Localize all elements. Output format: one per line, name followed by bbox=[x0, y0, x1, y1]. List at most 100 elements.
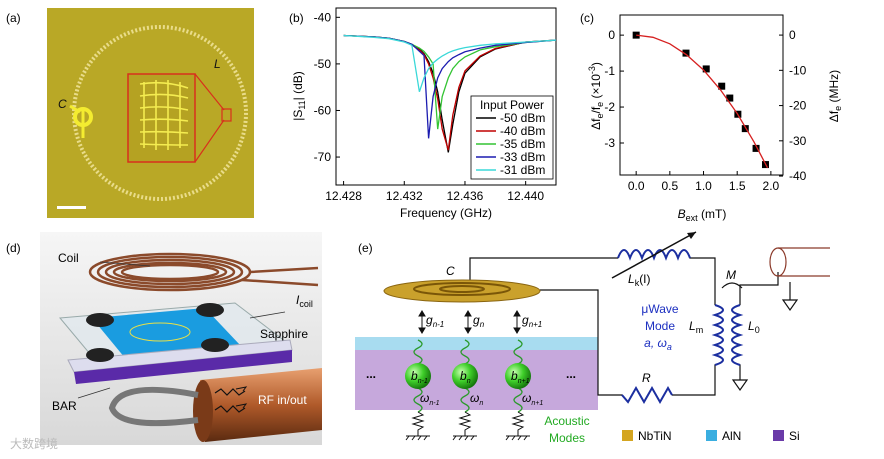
coupling-label-part: g bbox=[522, 313, 529, 327]
capacitor-label: C bbox=[58, 97, 67, 111]
panel-label: (e) bbox=[358, 241, 373, 255]
y2-axis-label-part: Δf bbox=[827, 110, 841, 122]
resistor-label: R bbox=[642, 371, 651, 385]
watermark: 大数跨境 bbox=[10, 436, 58, 451]
mode-label: a, ωa bbox=[644, 336, 672, 352]
frequency-label: ωn-1 bbox=[420, 391, 440, 407]
coupling-label-part: n bbox=[480, 320, 485, 329]
frequency-label-part: n+1 bbox=[531, 400, 543, 407]
frequency-label-part: n bbox=[479, 400, 483, 407]
lm-label-part: m bbox=[696, 325, 704, 335]
panel-label: (a) bbox=[6, 11, 21, 25]
coupling-label: gn-1 bbox=[426, 313, 444, 329]
current-label: Icoil bbox=[296, 293, 313, 309]
panel-label: (d) bbox=[6, 241, 21, 255]
phonon-label-part: n+1 bbox=[518, 378, 530, 385]
inductor-label-part: L bbox=[628, 272, 635, 286]
x-tick-label: 2.0 bbox=[763, 179, 780, 193]
legend-label: -35 dBm bbox=[500, 137, 545, 151]
x-tick-label: 0.0 bbox=[628, 179, 645, 193]
l0-label-part: 0 bbox=[755, 325, 760, 335]
phonon-label-part: b bbox=[511, 369, 518, 383]
bar-label: BAR bbox=[52, 399, 77, 413]
coupling-label-part: g bbox=[473, 313, 480, 327]
coil-label: Coil bbox=[58, 251, 79, 265]
mode-label-part: a bbox=[667, 342, 672, 352]
legend-label: -33 dBm bbox=[500, 150, 545, 164]
legend-label: -50 dBm bbox=[500, 111, 545, 125]
y-axis-label-part: e bbox=[595, 114, 605, 119]
panel-label: (c) bbox=[580, 11, 594, 25]
x-axis-label: Frequency (GHz) bbox=[400, 206, 492, 220]
y-axis-label-part: | (dB) bbox=[291, 71, 305, 100]
x-tick-label: 0.5 bbox=[661, 179, 678, 193]
frequency-label-part: ω bbox=[420, 391, 429, 405]
y2-axis-label: Δfe (MHz) bbox=[827, 70, 843, 122]
device-photo: C L bbox=[47, 8, 254, 218]
coupling-label: gn+1 bbox=[522, 313, 542, 329]
frequency-label: ωn+1 bbox=[522, 391, 543, 407]
y-axis-label: |S11| (dB) bbox=[291, 71, 307, 121]
y-axis-label-part: Δf bbox=[589, 118, 603, 130]
data-point bbox=[682, 49, 690, 57]
phonon-label: bn-1 bbox=[411, 369, 428, 385]
legend-box bbox=[470, 95, 554, 180]
y2-tick-label: -20 bbox=[789, 99, 807, 113]
y-tick-label: -1 bbox=[604, 64, 615, 78]
material-label: NbTiN bbox=[638, 429, 672, 443]
y2-axis-label-part: e bbox=[833, 106, 843, 111]
current-label-part: I bbox=[296, 293, 300, 307]
lm-label-part: L bbox=[689, 319, 696, 333]
inductor-label: L bbox=[214, 57, 221, 71]
x-tick-label: 12.440 bbox=[507, 189, 544, 203]
y-tick-label: -70 bbox=[314, 150, 332, 164]
panel-label: (b) bbox=[289, 11, 304, 25]
phonon-label-part: n bbox=[467, 378, 471, 385]
mode-label-part: a, ω bbox=[644, 336, 667, 350]
data-point bbox=[632, 31, 640, 39]
series-line bbox=[343, 34, 557, 93]
y-tick-label: -60 bbox=[314, 103, 332, 117]
acoustic-label: Acoustic bbox=[544, 414, 589, 428]
y-axis-label-part: (×10 bbox=[589, 74, 603, 102]
phonon-label-part: b bbox=[411, 369, 418, 383]
ellipsis: ... bbox=[366, 367, 376, 381]
acoustic-label: Modes bbox=[549, 431, 585, 445]
l0-label-part: L bbox=[748, 319, 755, 333]
circuit-diagram: C Lk(I) M μWave Mode a, ωa Lm L0 R gn-1 … bbox=[355, 231, 830, 445]
coupling-label-part: g bbox=[426, 313, 433, 327]
y2-tick-label: 0 bbox=[789, 28, 796, 42]
y2-tick-label: -30 bbox=[789, 134, 807, 148]
x-axis-label-part: ext bbox=[686, 213, 699, 223]
plot-frame bbox=[619, 14, 784, 176]
capacitor-label: C bbox=[446, 264, 455, 278]
setup-illustration: Coil Icoil Sapphire BAR RF in/out bbox=[40, 232, 322, 445]
x-tick-label: 1.5 bbox=[729, 179, 746, 193]
y-axis-label-part: /f bbox=[589, 106, 603, 113]
fit-line bbox=[636, 34, 769, 169]
mutual-label: M bbox=[726, 268, 736, 282]
frequency-label: ωn bbox=[470, 391, 483, 407]
y-axis-label-part: |S bbox=[291, 110, 305, 121]
data-point bbox=[718, 82, 726, 90]
data-point bbox=[752, 144, 760, 152]
y2-tick-label: -40 bbox=[789, 169, 807, 183]
y-axis-label: Δfe/fe (×10-3) bbox=[587, 62, 605, 130]
plot-frame bbox=[335, 7, 557, 186]
data-point bbox=[741, 125, 749, 133]
sapphire-label: Sapphire bbox=[260, 327, 308, 341]
data-point bbox=[726, 94, 734, 102]
material-label: AlN bbox=[722, 429, 741, 443]
x-tick-label: 12.428 bbox=[325, 189, 362, 203]
inductor-label-part: (I) bbox=[639, 272, 650, 286]
current-label-part: coil bbox=[299, 299, 313, 309]
y-axis-label-part: ) bbox=[589, 62, 603, 66]
x-tick-label: 1.0 bbox=[695, 179, 712, 193]
mode-label: μWave bbox=[641, 302, 678, 316]
coupling-label-part: n+1 bbox=[529, 320, 543, 329]
mode-label: Mode bbox=[645, 319, 675, 333]
phonon-label-part: n-1 bbox=[418, 378, 428, 385]
phonon-label-part: b bbox=[460, 369, 467, 383]
x-tick-label: 12.432 bbox=[386, 189, 423, 203]
ellipsis: ... bbox=[566, 367, 576, 381]
